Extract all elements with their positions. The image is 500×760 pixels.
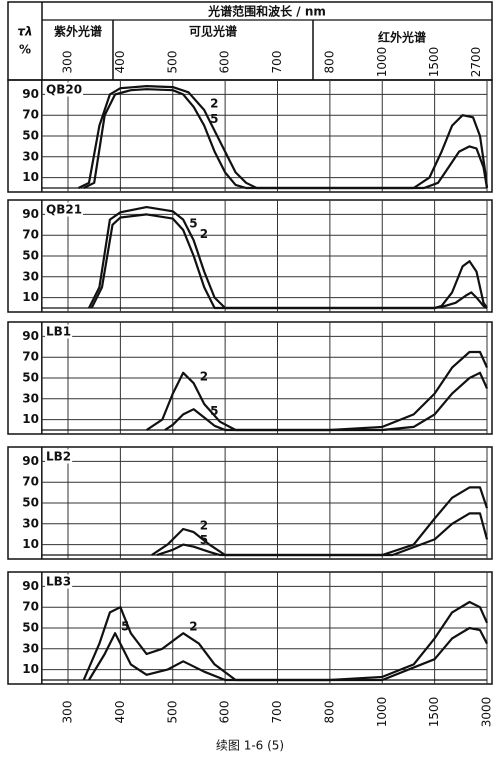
series-label: 5	[210, 112, 218, 126]
panel-label: LB1	[46, 325, 71, 339]
series-label: 5	[121, 620, 129, 634]
region-label: 可见光谱	[189, 24, 237, 39]
y-tick-label: 30	[22, 149, 39, 163]
panel-label-bg	[45, 574, 73, 589]
y-tick-label: 50	[22, 496, 39, 510]
caption: 续图 1-6 (5)	[216, 739, 284, 753]
curve	[78, 85, 489, 190]
curve	[164, 371, 489, 432]
y-tick-label: 50	[22, 249, 39, 263]
top-tick-label: 1000	[375, 47, 389, 78]
panel-frame	[7, 79, 493, 193]
top-tick-label: 600	[218, 51, 232, 74]
panel-label: QB21	[46, 203, 82, 217]
y-tick-label: 90	[22, 329, 39, 343]
y-tick-label: 30	[22, 269, 39, 283]
y-tick-label: 50	[22, 371, 39, 385]
panel-frame	[7, 199, 493, 313]
y-tick-label: 70	[22, 600, 39, 614]
y-tick-label: 10	[22, 662, 39, 676]
x-tick-label: 500	[165, 701, 179, 724]
curve	[82, 600, 489, 682]
x-tick-label: 1500	[427, 697, 441, 728]
series-label: 2	[189, 620, 197, 634]
series-label: 5	[189, 217, 197, 231]
x-tick-label: 700	[270, 701, 284, 724]
y-tick-label: 90	[22, 207, 39, 221]
curve	[88, 206, 488, 310]
panel-label-bg	[45, 82, 84, 97]
panel-label: LB2	[46, 450, 71, 464]
y-tick-label: 10	[22, 170, 39, 184]
panel-label: LB3	[46, 575, 71, 589]
x-tick-label: 400	[113, 701, 127, 724]
series-label: 2	[200, 227, 208, 241]
top-tick-label: 2700	[469, 47, 483, 78]
panel-label-bg	[45, 202, 84, 217]
series-label: 5	[200, 533, 208, 547]
y-tick-label: 70	[22, 228, 39, 242]
top-tick-label: 700	[270, 51, 284, 74]
curve	[90, 213, 488, 310]
x-tick-label: 3000	[480, 697, 494, 728]
y-tick-label: 10	[22, 412, 39, 426]
figure-title: 光谱范围和波长 / nm	[207, 4, 326, 19]
x-tick-label: 300	[61, 701, 75, 724]
y-tick-label: 30	[22, 516, 39, 530]
region-label: 紫外光谱	[54, 24, 102, 39]
panel-frame	[7, 571, 493, 685]
panel-frame	[7, 321, 493, 435]
series-label: 2	[210, 97, 218, 111]
top-tick-label: 500	[165, 51, 179, 74]
panel-frame	[7, 446, 493, 560]
y-tick-label: 10	[22, 537, 39, 551]
region-label: 红外光谱	[378, 30, 426, 45]
panel-label-bg	[45, 449, 73, 464]
y-tick-label: 30	[22, 391, 39, 405]
panel-label-bg	[45, 324, 73, 339]
y-tick-label: 50	[22, 621, 39, 635]
y-unit: %	[19, 43, 31, 57]
curve	[83, 88, 489, 190]
y-tick-label: 70	[22, 475, 39, 489]
top-tick-label: 400	[113, 51, 127, 74]
top-tick-label: 300	[61, 51, 75, 74]
top-tick-label: 800	[322, 51, 336, 74]
y-tick-label: 90	[22, 579, 39, 593]
y-tick-label: 90	[22, 87, 39, 101]
y-tick-label: 30	[22, 641, 39, 655]
x-tick-label: 1000	[375, 697, 389, 728]
curve	[145, 350, 489, 432]
curve	[156, 512, 489, 557]
x-tick-label: 800	[322, 701, 336, 724]
panel-label: QB20	[46, 83, 82, 97]
series-label: 2	[200, 519, 208, 533]
y-symbol: τλ	[17, 25, 32, 39]
series-label: 2	[200, 370, 208, 384]
series-label: 5	[210, 404, 218, 418]
y-tick-label: 10	[22, 290, 39, 304]
y-tick-label: 90	[22, 454, 39, 468]
top-tick-label: 1500	[427, 47, 441, 78]
y-tick-label: 70	[22, 350, 39, 364]
curve	[88, 626, 488, 682]
y-tick-label: 70	[22, 108, 39, 122]
x-tick-label: 600	[218, 701, 232, 724]
y-tick-label: 50	[22, 129, 39, 143]
